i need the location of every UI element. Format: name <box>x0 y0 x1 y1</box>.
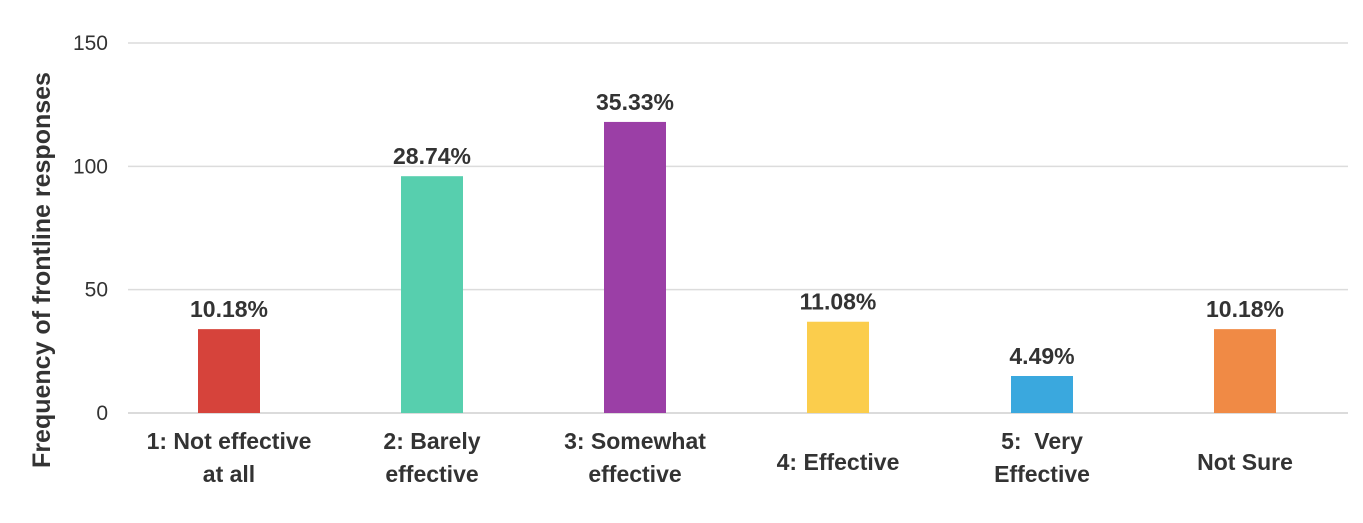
data-label: 4.49% <box>1009 343 1074 369</box>
data-label: 35.33% <box>596 89 674 115</box>
x-tick-label: 3: Somewhat <box>564 428 706 454</box>
data-label: 10.18% <box>1206 296 1284 322</box>
y-axis-title: Frequency of frontline responses <box>28 72 56 468</box>
bars <box>198 121 1276 413</box>
x-tick-label: 1: Not effective <box>147 428 312 454</box>
x-axis-ticks: 1: Not effective at all 2: Barely effective… <box>147 428 1293 487</box>
data-label: 10.18% <box>190 296 268 322</box>
y-tick-label: 150 <box>73 32 108 55</box>
y-tick-label: 100 <box>73 155 108 178</box>
x-tick-label: effective <box>588 461 681 487</box>
y-tick-label: 0 <box>96 402 108 425</box>
x-tick-label: 5: Very <box>1001 428 1083 454</box>
data-labels: 10.18% 28.74% 35.33% 11.08% 4.49% 10.18% <box>190 89 1284 369</box>
x-tick-label: 2: Barely <box>383 428 480 454</box>
y-axis-ticks: 0 50 100 150 <box>73 32 108 425</box>
x-tick-label: effective <box>385 461 478 487</box>
data-label: 28.74% <box>393 143 471 169</box>
bar-6 <box>1214 329 1276 413</box>
x-tick-label: Effective <box>994 461 1090 487</box>
bar-5 <box>1011 376 1073 413</box>
y-tick-label: 50 <box>85 279 108 302</box>
x-tick-label: Not Sure <box>1197 449 1293 475</box>
bar-2 <box>401 176 463 413</box>
x-tick-label: at all <box>203 461 255 487</box>
bar-3 <box>604 121 666 413</box>
bar-1 <box>198 329 260 413</box>
bar-4 <box>807 321 869 413</box>
gridlines <box>128 42 1348 414</box>
x-tick-label: 4: Effective <box>777 449 900 475</box>
data-label: 11.08% <box>800 289 877 315</box>
